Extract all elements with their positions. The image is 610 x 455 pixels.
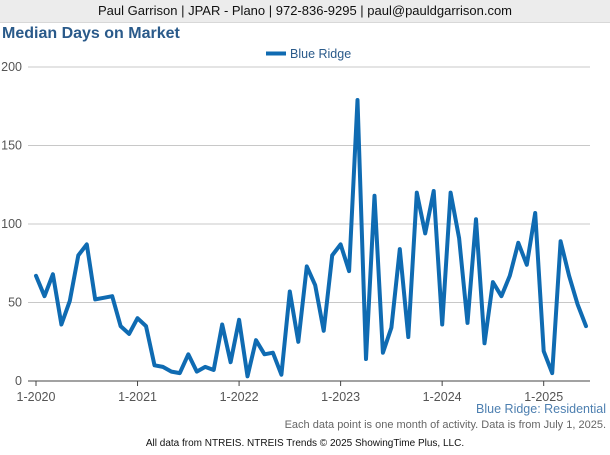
y-tick-label: 0 <box>15 374 22 388</box>
y-tick-label: 100 <box>1 217 22 231</box>
y-tick-label: 200 <box>1 60 22 74</box>
x-tick-label: 1-2025 <box>524 390 563 404</box>
x-tick-label: 1-2021 <box>118 390 157 404</box>
grid-lines <box>28 66 590 382</box>
legend-label-blue-ridge: Blue Ridge <box>290 47 351 61</box>
y-tick-label: 150 <box>1 139 22 153</box>
contact-header: Paul Garrison | JPAR - Plano | 972-836-9… <box>0 0 610 23</box>
axis-ticks: 0 50 100 150 200 1-2020 1-2021 1-2022 1-2023 1-20… <box>1 60 563 404</box>
chart-title: Median Days on Market <box>2 25 180 42</box>
x-tick-label: 1-2022 <box>220 390 259 404</box>
x-tick-label: 1-2020 <box>17 390 56 404</box>
legend: Blue Ridge <box>266 47 351 61</box>
x-tick-label: 1-2023 <box>321 390 360 404</box>
series-layer <box>34 98 588 379</box>
series-line-blue-ridge <box>34 98 588 379</box>
chart-subtitle: Blue Ridge: Residential <box>476 402 606 416</box>
source-footer: All data from NTREIS. NTREIS Trends © 20… <box>145 438 465 449</box>
x-tick-label: 1-2024 <box>423 390 462 404</box>
y-tick-label: 50 <box>8 296 22 310</box>
data-note: Each data point is one month of activity… <box>284 419 606 431</box>
